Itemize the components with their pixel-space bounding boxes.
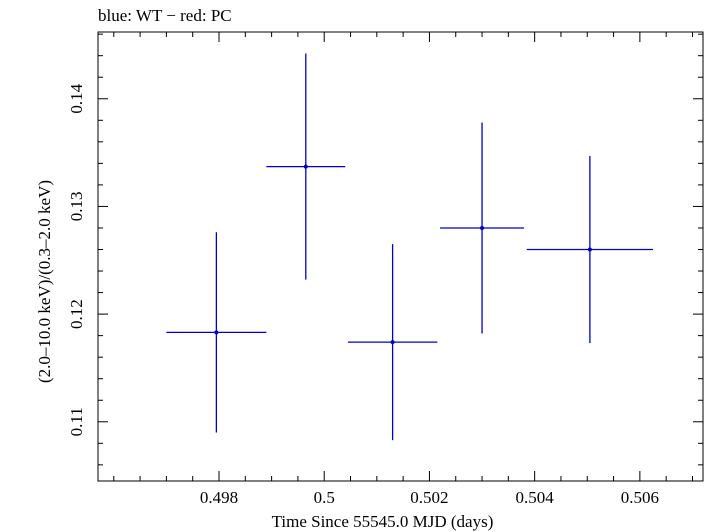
x-tick-label: 0.498	[200, 488, 238, 507]
y-tick-label: 0.12	[67, 299, 86, 329]
y-tick-label: 0.11	[67, 407, 86, 436]
y-tick-label: 0.14	[67, 83, 86, 113]
data-point	[587, 247, 592, 252]
x-tick-label: 0.5	[314, 488, 335, 507]
x-axis-label: Time Since 55545.0 MJD (days)	[272, 512, 494, 531]
plot-frame-group	[97, 31, 704, 482]
tick-labels-group: 0.498 0.5 0.502 0.504 0.506 0.11 0.12 0.13 0.14	[67, 83, 659, 507]
y-axis-label: (2.0–10.0 keV)/(0.3–2.0 keV)	[35, 180, 54, 383]
x-tick-label: 0.502	[410, 488, 448, 507]
data-point	[303, 164, 308, 169]
x-tick-label: 0.504	[516, 488, 555, 507]
ticks-group	[98, 32, 703, 481]
data-point	[214, 330, 219, 335]
y-tick-label: 0.13	[67, 192, 86, 222]
data-point	[390, 340, 395, 345]
x-tick-label: 0.506	[621, 488, 659, 507]
plot-frame	[97, 31, 704, 482]
data-point	[480, 225, 485, 230]
data-group	[166, 53, 654, 441]
chart-title: blue: WT − red: PC	[98, 6, 232, 25]
